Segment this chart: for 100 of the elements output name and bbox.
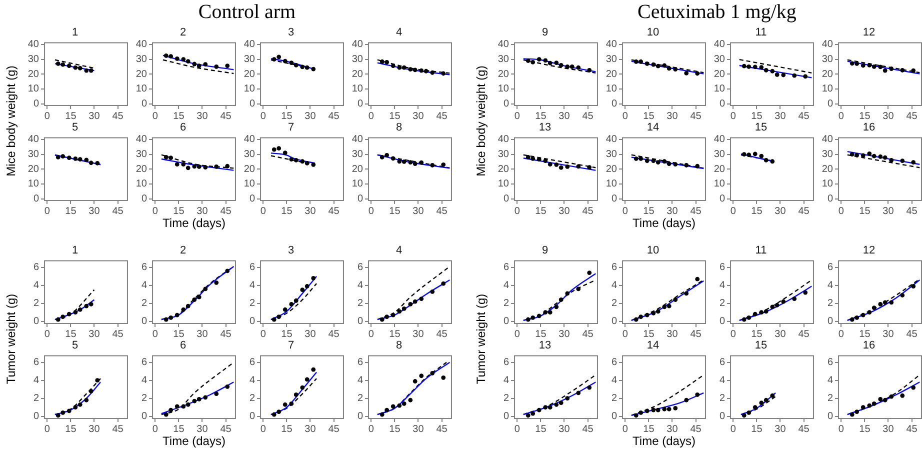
x-tick-label: 30 [412,424,424,435]
point [644,408,650,414]
x-tick-label: 0 [838,328,844,340]
y-tick-label: 10 [498,178,510,190]
point [402,306,406,311]
point [276,146,282,151]
point [536,408,542,412]
point [746,152,752,158]
point [774,302,780,308]
point [164,412,168,417]
point [311,276,316,280]
point [430,289,435,294]
point [759,154,764,158]
point [294,158,298,162]
point [576,65,581,70]
point [412,162,418,166]
point [181,307,186,312]
y-tick-label: 10 [822,84,834,95]
point [854,316,860,320]
chart-title: 3 [288,244,294,257]
y-tick-label: 0 [357,194,364,205]
point [644,62,650,66]
x-tick-label: 15 [859,110,871,122]
point [746,64,752,69]
line-series [522,374,596,416]
point [548,310,552,315]
y-tick-label: 20 [352,164,364,175]
point [397,403,402,408]
x-tick-label: 0 [152,328,158,340]
x-tick-label: 45 [582,206,594,217]
y-axis-title: Mice body weight (g) [4,66,18,176]
chart-title: 3 [288,26,294,39]
y-tick-label: 0 [503,98,510,110]
x-tick-label: 30 [774,328,786,340]
chart-title: 7 [288,340,294,352]
x-tick-label: 45 [220,328,232,340]
point [867,310,872,315]
y-tick-label: 6 [357,262,364,274]
point [638,410,644,415]
point [276,54,282,60]
y-tick-label: 30 [136,149,148,160]
point [380,317,384,322]
point [300,385,305,390]
point [770,68,775,74]
point [634,413,638,418]
point [860,63,866,68]
x-tick-label: 30 [304,424,316,435]
point [882,68,888,73]
point [282,150,288,155]
x-tick-label: 0 [730,206,736,217]
x-tick-label: 15 [535,110,547,122]
y-tick-label: 10 [606,178,618,190]
point [666,304,672,308]
point [282,307,288,312]
y-tick-label: 40 [352,134,364,146]
point [662,63,667,68]
point [558,165,564,170]
point [73,65,78,70]
x-tick-label: 30 [412,206,424,217]
y-tick-label: 4 [827,375,834,386]
line-series [376,266,450,320]
y-tick-label: 40 [714,39,726,50]
y-tick-label: 4 [249,280,256,292]
y-tick-label: 2 [611,393,618,404]
point [186,59,190,64]
point [752,152,758,156]
chart-title: 5 [72,122,78,134]
point [759,65,764,70]
y-tick-label: 0 [827,194,834,205]
chart-title: 11 [755,244,767,257]
y-tick-label: 40 [352,39,364,50]
x-tick-label: 30 [558,110,570,122]
x-tick-label: 0 [514,110,520,122]
y-tick-label: 0 [503,194,510,205]
point [673,67,678,72]
x-tick-label: 15 [281,110,293,122]
y-tick-label: 40 [714,134,726,146]
point [781,72,786,78]
point [867,403,872,408]
x-tick-label: 30 [666,206,678,217]
y-tick-label: 10 [352,178,364,190]
point [390,156,396,161]
y-tick-label: 0 [33,316,40,328]
x-tick-label: 45 [220,110,232,122]
point [554,60,559,66]
point [911,68,916,73]
point [872,154,876,158]
x-tick-label: 0 [730,110,736,122]
point [225,384,230,389]
x-tick-label: 30 [666,328,678,340]
point [56,413,60,418]
chart-title: 4 [396,26,402,39]
point [558,400,564,406]
text: Control arm [197,1,297,24]
x-tick-label: 0 [838,206,844,217]
x-tick-label: 15 [751,110,763,122]
chart-title: 9 [542,244,548,257]
x-tick-label: 15 [751,328,763,340]
point [384,60,390,64]
y-tick-label: 0 [141,411,148,422]
